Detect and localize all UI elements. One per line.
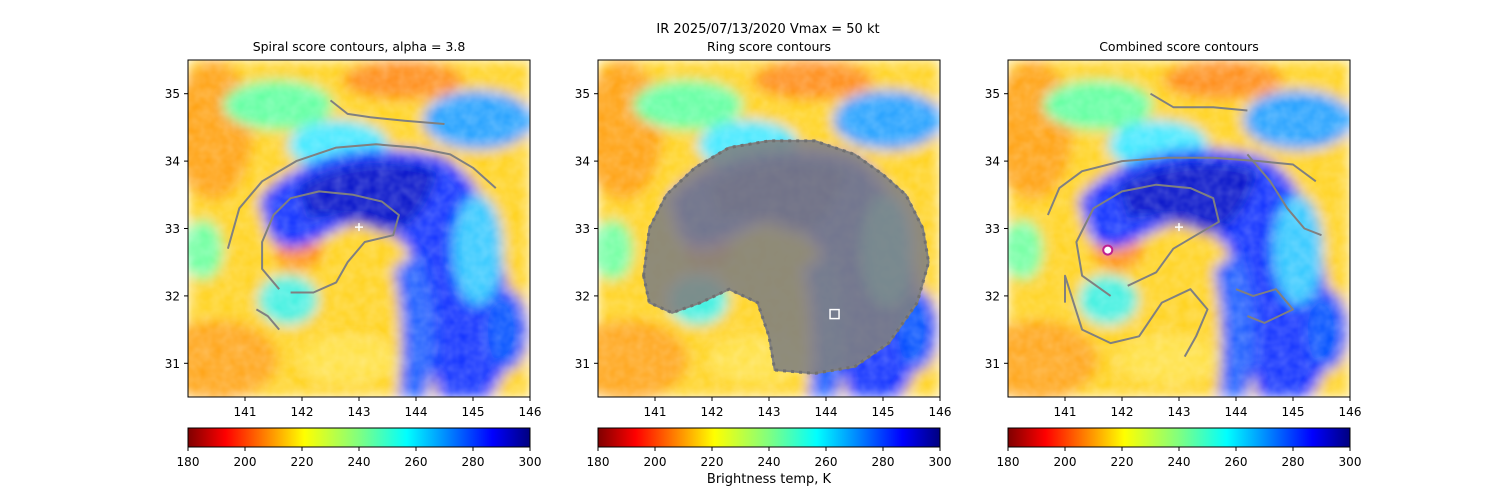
- heatmap-image: [1008, 60, 1350, 397]
- contour-line: [329, 99, 445, 125]
- colorbar-tick-label: 260: [815, 455, 838, 469]
- colorbar-gradient: [1007, 427, 1351, 448]
- colorbar-tick-label: 300: [929, 455, 952, 469]
- contour-line: [1235, 288, 1294, 324]
- figure-suptitle: IR 2025/07/13/2020 Vmax = 50 kt: [656, 22, 880, 37]
- colorbar-tick-label: 180: [997, 455, 1020, 469]
- panel-2: Ring score contours 141 142 143 144 145 146 31 3…: [575, 39, 952, 469]
- x-tick-label: 143: [1168, 405, 1191, 419]
- x-tick-label: 142: [291, 405, 314, 419]
- x-tick-label: 146: [929, 405, 952, 419]
- x-tick-label: 142: [701, 405, 724, 419]
- colorbar-tick-label: 240: [758, 455, 781, 469]
- colorbar-tick-label: 260: [1225, 455, 1248, 469]
- y-tick-label: 31: [575, 357, 590, 371]
- panel-title: Combined score contours: [1099, 39, 1259, 54]
- center-marker-plus: [355, 223, 363, 232]
- x-tick-label: 145: [872, 405, 895, 419]
- colorbar-gradient: [187, 427, 531, 448]
- panel-title: Spiral score contours, alpha = 3.8: [253, 39, 466, 54]
- colorbar-tick-label: 280: [1282, 455, 1305, 469]
- contour-line: [255, 308, 280, 331]
- contour-line: [261, 190, 400, 294]
- colorbar: 180 200 220 240 260 280 300: [997, 427, 1362, 469]
- colorbar-tick-label: 280: [462, 455, 485, 469]
- colorbar-tick-label: 180: [587, 455, 610, 469]
- colorbar: 180 200 220 240 260 280 300: [177, 427, 542, 469]
- x-tick-label: 141: [644, 405, 667, 419]
- contour-line: [1149, 92, 1248, 112]
- colorbar-label: Brightness temp, K: [706, 472, 832, 487]
- y-tick-label: 33: [985, 222, 1000, 236]
- contour-line: [226, 143, 497, 249]
- x-tick-label: 146: [1339, 405, 1362, 419]
- y-tick-label: 34: [165, 155, 180, 169]
- colorbar-tick-label: 280: [872, 455, 895, 469]
- y-tick-label: 32: [165, 289, 180, 303]
- colorbar: 180 200 220 240 260 280 300: [587, 427, 952, 469]
- x-tick-label: 144: [815, 405, 838, 419]
- colorbar-tick-label: 180: [177, 455, 200, 469]
- x-tick-label: 143: [348, 405, 371, 419]
- colorbar-tick-label: 300: [519, 455, 542, 469]
- y-tick-label: 34: [575, 155, 590, 169]
- colorbar-tick-label: 200: [1054, 455, 1077, 469]
- colorbar-tick-label: 240: [1168, 455, 1191, 469]
- panel-title: Ring score contours: [707, 39, 831, 54]
- x-tick-label: 141: [1054, 405, 1077, 419]
- contour-line: [1075, 183, 1220, 297]
- x-tick-label: 144: [405, 405, 428, 419]
- x-tick-label: 142: [1111, 405, 1134, 419]
- y-tick-label: 32: [985, 289, 1000, 303]
- colorbar-tick-label: 200: [644, 455, 667, 469]
- contour-group: [1046, 92, 1322, 358]
- y-tick-label: 32: [575, 289, 590, 303]
- x-tick-label: 145: [462, 405, 485, 419]
- colorbar-tick-label: 220: [701, 455, 724, 469]
- y-tick-label: 33: [165, 222, 180, 236]
- ring-contour-edge: [642, 139, 931, 375]
- center-marker-plus: [1175, 223, 1183, 232]
- colorbar-tick-label: 300: [1339, 455, 1362, 469]
- center-marker-circle: [1102, 244, 1114, 256]
- panel-3: Combined score contours 141 142 143 144 145 14…: [985, 39, 1362, 469]
- x-tick-label: 144: [1225, 405, 1248, 419]
- x-tick-label: 146: [519, 405, 542, 419]
- x-tick-label: 143: [758, 405, 781, 419]
- contour-group: [226, 99, 497, 331]
- y-tick-label: 35: [575, 87, 590, 101]
- panel-1: Spiral score contours, alpha = 3.8 141 142…: [165, 39, 542, 469]
- y-tick-label: 33: [575, 222, 590, 236]
- center-marker-square: [829, 308, 840, 320]
- contour-group: [642, 139, 931, 375]
- y-tick-label: 34: [985, 155, 1000, 169]
- contour-line: [1064, 274, 1209, 358]
- colorbar-tick-label: 220: [1111, 455, 1134, 469]
- y-tick-label: 35: [165, 87, 180, 101]
- x-tick-label: 141: [234, 405, 257, 419]
- colorbar-tick-label: 200: [234, 455, 257, 469]
- x-tick-label: 145: [1282, 405, 1305, 419]
- contour-line: [1046, 156, 1317, 216]
- y-tick-label: 31: [165, 357, 180, 371]
- colorbar-tick-label: 260: [405, 455, 428, 469]
- colorbar-tick-label: 240: [348, 455, 371, 469]
- y-tick-label: 31: [985, 357, 1000, 371]
- y-tick-label: 35: [985, 87, 1000, 101]
- colorbar-tick-label: 220: [291, 455, 314, 469]
- colorbar-gradient: [597, 427, 941, 448]
- contour-line: [1246, 153, 1322, 237]
